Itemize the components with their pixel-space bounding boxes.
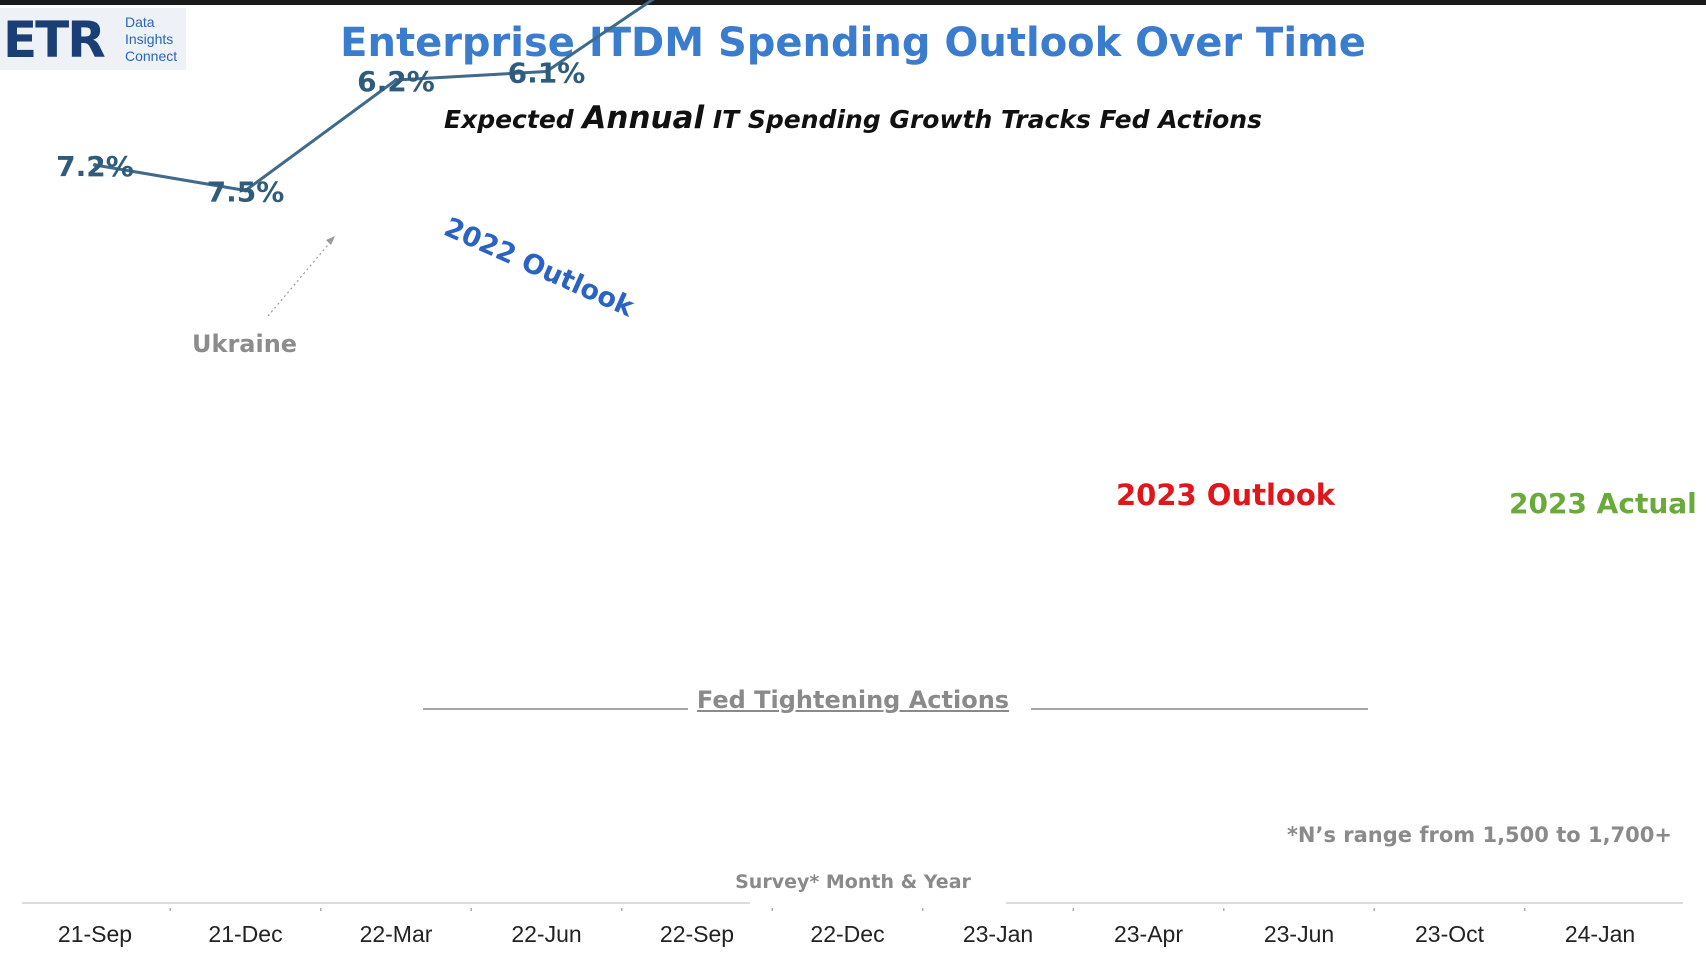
subtitle-after: IT Spending Growth Tracks Fed Actions [704, 105, 1262, 134]
data-labels: 7.2%7.5%6.2%6.1%4.9%4.6%4.1%3.2%2.9%2.9%… [56, 57, 586, 209]
logo-text-line: Insights [125, 31, 174, 47]
data-point [394, 78, 398, 82]
annotation-2023-actual: 2023 Actual [1509, 487, 1697, 520]
series-line [93, 0, 655, 193]
annotation-ukraine: Ukraine [192, 330, 298, 358]
data-label: 7.2% [56, 150, 134, 183]
x-tick-label: 23-Jan [963, 921, 1033, 947]
x-tick-label: 22-Jun [511, 921, 581, 947]
top-bar [0, 0, 1706, 5]
logo-mark: ETR [3, 11, 106, 69]
logo-text-line: Data [125, 14, 155, 30]
annotation-2023-outlook: 2023 Outlook [1116, 478, 1336, 512]
footnote: *N’s range from 1,500 to 1,700+ [1286, 823, 1672, 847]
data-label: 7.5% [207, 176, 285, 209]
ukraine-arrow-line [267, 238, 334, 317]
data-point [544, 69, 549, 74]
x-tick-label: 21-Sep [58, 921, 132, 947]
chart-title: Enterprise ITDM Spending Outlook Over Ti… [340, 20, 1366, 66]
etr-logo: ETR Data Insights Connect [0, 8, 186, 70]
ukraine-arrow [267, 236, 335, 317]
x-tick-label: 21-Dec [208, 921, 282, 947]
fed-tightening-label: Fed Tightening Actions [696, 686, 1010, 714]
x-tick-label: 23-Jun [1264, 921, 1334, 947]
data-point [243, 188, 248, 193]
subtitle-before: Expected [444, 105, 583, 134]
subtitle-emphasis: Annual [582, 100, 705, 136]
series-polyline [94, 0, 655, 192]
x-tick-label: 23-Oct [1415, 921, 1485, 947]
x-tick-label: 22-Mar [360, 921, 433, 947]
data-point [93, 163, 97, 167]
ukraine-arrow-head [326, 236, 335, 245]
x-tick-label: 22-Sep [660, 921, 734, 947]
x-axis-title: Survey* Month & Year [735, 871, 971, 893]
x-tick-labels: 21-Sep 21-Dec 22-Mar 22-Jun 22-Sep 22-Dec 23-J… [58, 921, 1635, 947]
data-label: 6.1% [508, 57, 586, 90]
x-tick-label: 24-Jan [1565, 921, 1635, 947]
x-tick-label: 22-Dec [810, 921, 884, 947]
x-axis-ticks [169, 908, 1526, 911]
logo-text-line: Connect [125, 48, 178, 64]
data-label: 6.2% [357, 65, 435, 98]
chart-subtitle: Expected Annual IT Spending Growth Track… [0, 100, 1706, 136]
x-tick-label: 23-Apr [1114, 921, 1183, 947]
logo-text: Data Insights Connect [125, 14, 177, 65]
